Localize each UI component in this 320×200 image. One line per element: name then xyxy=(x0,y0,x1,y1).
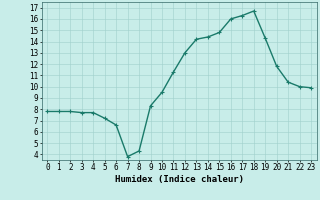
X-axis label: Humidex (Indice chaleur): Humidex (Indice chaleur) xyxy=(115,175,244,184)
